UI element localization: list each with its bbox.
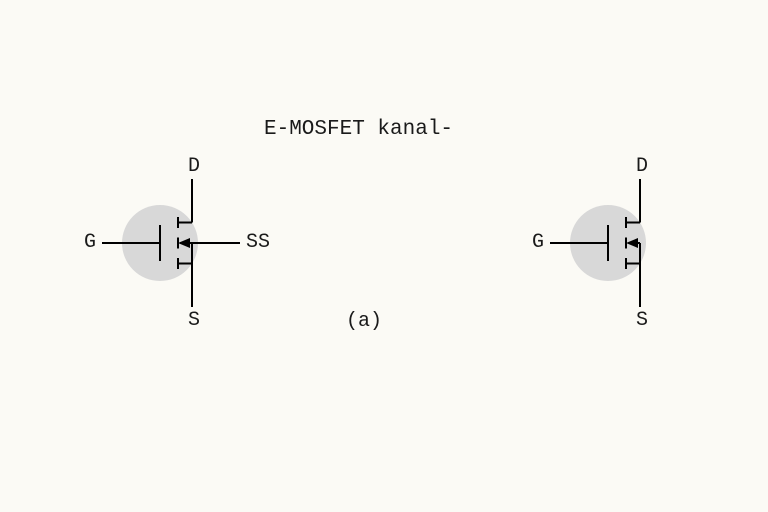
right-label-d: D (636, 155, 648, 178)
mosfet-right-symbol (0, 0, 768, 512)
diagram-canvas: E-MOSFET kanal- (a) D G S SS D G S (0, 0, 768, 512)
right-label-s: S (636, 309, 648, 332)
right-label-g: G (532, 231, 544, 254)
